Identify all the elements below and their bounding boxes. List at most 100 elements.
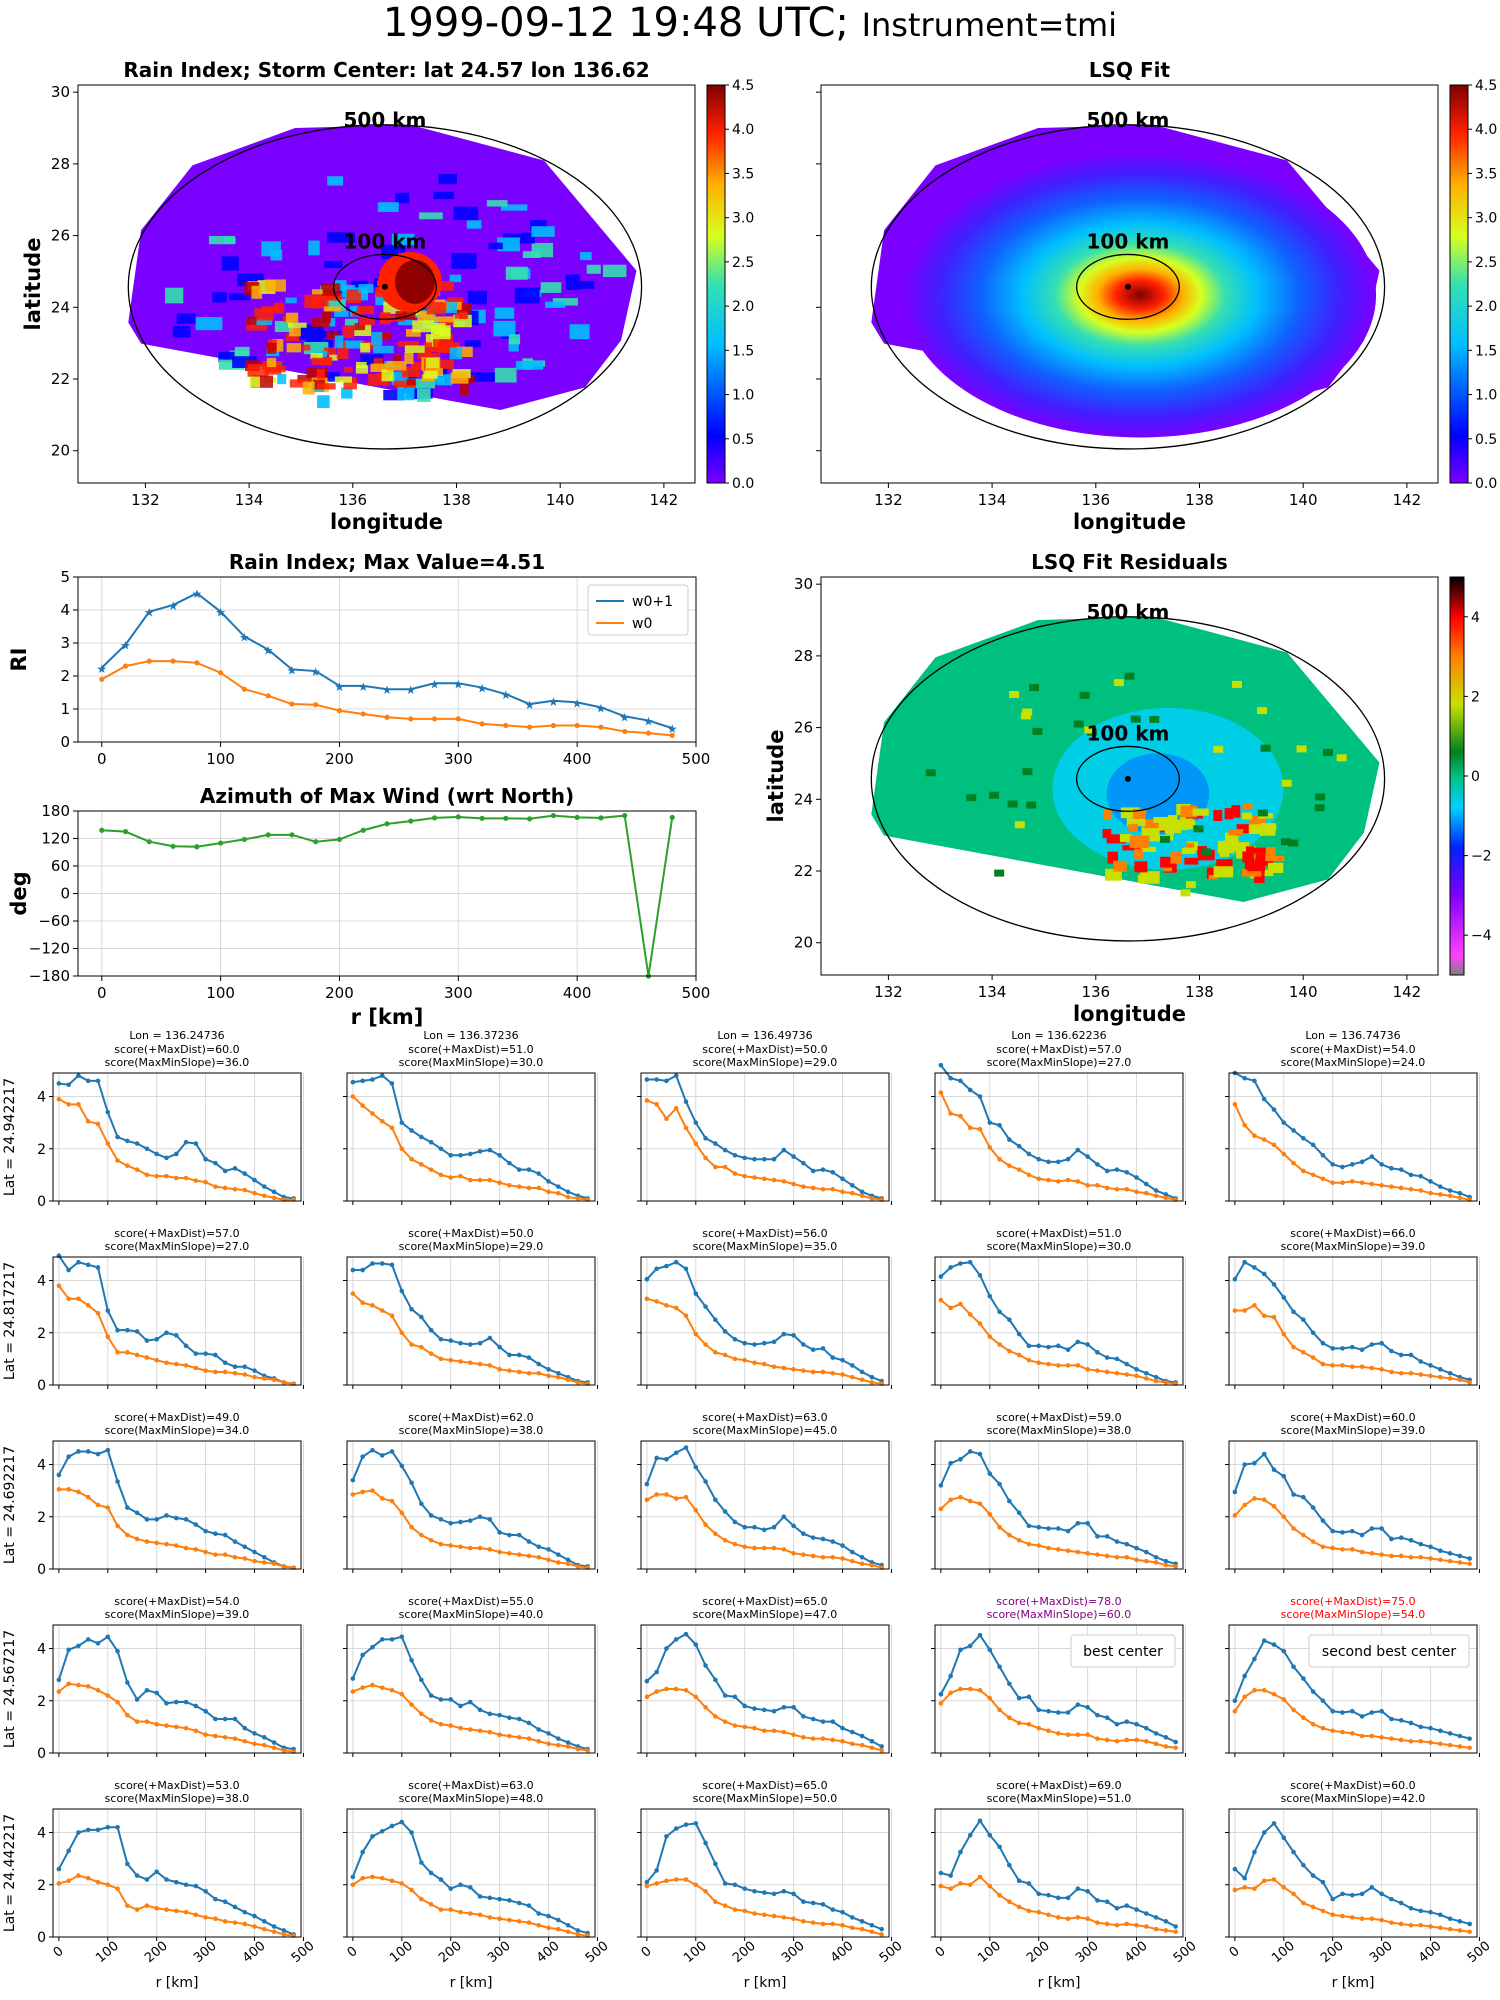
data-point bbox=[222, 1552, 228, 1557]
grid-panel: score(+MaxDist)=56.0score(MaxMinSlope)=3… bbox=[637, 1227, 892, 1389]
data-point bbox=[683, 1877, 689, 1882]
data-point bbox=[125, 1861, 130, 1867]
data-point bbox=[242, 1187, 248, 1193]
data-point bbox=[1369, 1526, 1375, 1531]
data-point bbox=[781, 1147, 787, 1153]
data-point bbox=[409, 1342, 414, 1347]
data-point bbox=[66, 1487, 71, 1492]
residual-cell bbox=[1084, 726, 1095, 734]
data-point bbox=[987, 1145, 993, 1150]
data-point bbox=[252, 1924, 257, 1929]
data-point bbox=[958, 1686, 963, 1692]
data-point bbox=[289, 701, 295, 707]
data-point bbox=[66, 1647, 71, 1653]
data-point bbox=[1428, 1556, 1433, 1561]
residual-cell bbox=[1208, 872, 1218, 880]
data-point bbox=[1065, 1916, 1071, 1922]
x-tick-label: 300 bbox=[191, 1939, 220, 1966]
data-point bbox=[1418, 1724, 1424, 1730]
data-point bbox=[76, 1489, 81, 1495]
data-point bbox=[830, 1370, 836, 1376]
data-point bbox=[252, 1549, 257, 1555]
x-tick-label: 0 bbox=[97, 984, 107, 1002]
data-point bbox=[1310, 1142, 1316, 1148]
data-point bbox=[840, 1543, 845, 1548]
data-point bbox=[1085, 1732, 1090, 1738]
data-point bbox=[1242, 1502, 1247, 1508]
x-tick-label: 400 bbox=[1122, 1939, 1151, 1966]
data-point bbox=[1389, 1536, 1394, 1542]
data-point bbox=[399, 1634, 405, 1640]
data-point bbox=[977, 1818, 983, 1824]
grid-panel-title-line: score(+MaxDist)=60.0 bbox=[114, 1043, 239, 1056]
data-point bbox=[487, 1711, 493, 1717]
data-point bbox=[271, 1189, 277, 1195]
data-point bbox=[879, 1926, 884, 1932]
data-point bbox=[419, 1314, 424, 1320]
data-point bbox=[722, 1509, 728, 1514]
data-point bbox=[232, 1166, 238, 1171]
data-point bbox=[399, 1510, 405, 1516]
rain-cell bbox=[165, 287, 184, 304]
data-point bbox=[144, 1355, 150, 1360]
grid-row: Lat = 24.567217024score(+MaxDist)=54.0sc… bbox=[2, 1595, 1480, 1762]
data-point bbox=[771, 1728, 777, 1734]
data-point bbox=[722, 1719, 728, 1724]
data-point bbox=[1467, 1561, 1472, 1567]
data-point bbox=[526, 1720, 532, 1726]
data-point bbox=[85, 1303, 91, 1308]
data-point bbox=[683, 1313, 689, 1319]
data-point bbox=[713, 1861, 718, 1867]
data-point bbox=[781, 1179, 787, 1184]
data-point bbox=[125, 1680, 130, 1685]
data-point bbox=[1085, 1704, 1090, 1710]
data-point bbox=[115, 1479, 120, 1484]
data-point bbox=[1232, 1708, 1238, 1714]
rain-cell bbox=[377, 202, 399, 213]
data-point bbox=[370, 1111, 375, 1116]
y-tick-label: 2 bbox=[60, 667, 70, 685]
data-point bbox=[859, 1369, 865, 1375]
data-point bbox=[1408, 1738, 1414, 1744]
data-point bbox=[859, 1377, 865, 1383]
data-point: ★ bbox=[191, 587, 202, 601]
data-point bbox=[467, 1545, 473, 1551]
data-point bbox=[399, 1146, 405, 1152]
data-point bbox=[948, 1673, 953, 1679]
data-point bbox=[1065, 1156, 1071, 1162]
colorbar-tick-label: 4 bbox=[1471, 610, 1480, 626]
grid-panel: score(+MaxDist)=59.0score(MaxMinSlope)=3… bbox=[931, 1411, 1186, 1573]
rain-cell bbox=[417, 312, 434, 322]
residual-cell bbox=[1180, 889, 1191, 897]
data-point: ★ bbox=[477, 682, 488, 696]
data-point bbox=[252, 1190, 257, 1196]
x-tick-label: 138 bbox=[1185, 983, 1214, 1001]
data-point bbox=[399, 1881, 405, 1886]
rain-cell bbox=[437, 374, 453, 386]
data-point bbox=[1398, 1718, 1404, 1723]
azimuth-frame bbox=[77, 810, 697, 977]
data-point bbox=[536, 1554, 542, 1560]
data-point bbox=[938, 1297, 944, 1303]
data-point bbox=[742, 1886, 748, 1891]
data-point bbox=[820, 1186, 826, 1192]
data-point bbox=[1281, 1514, 1287, 1520]
data-point bbox=[526, 1736, 532, 1741]
grid-series bbox=[644, 1631, 884, 1753]
grid-legend-box bbox=[1308, 1634, 1470, 1668]
data-point bbox=[183, 1175, 189, 1181]
data-point bbox=[1379, 1891, 1384, 1897]
data-point bbox=[771, 1339, 777, 1345]
grid-panel-title-line: score(MaxMinSlope)=39.0 bbox=[1281, 1240, 1426, 1253]
data-point bbox=[193, 1912, 199, 1918]
data-point bbox=[1271, 1314, 1277, 1320]
data-point bbox=[1163, 1735, 1169, 1740]
data-point bbox=[1055, 1710, 1061, 1715]
grid-panel-title-line: score(MaxMinSlope)=30.0 bbox=[987, 1240, 1132, 1253]
grid-panel: Lon = 136.37236score(+MaxDist)=51.0score… bbox=[343, 1029, 598, 1205]
data-point bbox=[419, 1162, 424, 1167]
data-point bbox=[497, 1549, 502, 1555]
data-point bbox=[222, 1369, 228, 1375]
grid-col-lon-label: Lon = 136.49736 bbox=[717, 1029, 812, 1042]
rain-cell bbox=[232, 356, 257, 368]
